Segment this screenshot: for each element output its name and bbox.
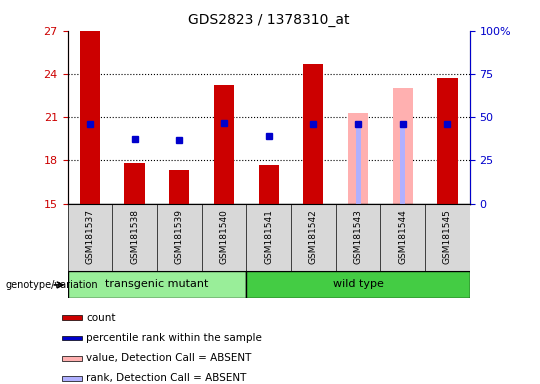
Text: GSM181539: GSM181539	[175, 209, 184, 264]
Text: transgenic mutant: transgenic mutant	[105, 279, 208, 289]
Bar	[169, 170, 190, 204]
Text: percentile rank within the sample: percentile rank within the sample	[86, 333, 262, 343]
Bar	[303, 64, 323, 204]
Text: genotype/variation: genotype/variation	[5, 280, 98, 290]
Bar	[80, 31, 100, 204]
Title: GDS2823 / 1378310_at: GDS2823 / 1378310_at	[188, 13, 349, 27]
Bar	[259, 165, 279, 204]
Bar	[246, 271, 470, 298]
Bar	[355, 124, 361, 204]
Bar	[62, 336, 82, 341]
Text: GSM181537: GSM181537	[85, 209, 94, 264]
Text: rank, Detection Call = ABSENT: rank, Detection Call = ABSENT	[86, 373, 247, 383]
Bar	[393, 88, 413, 204]
Bar	[62, 356, 82, 361]
Bar	[437, 78, 457, 204]
Bar	[62, 376, 82, 381]
Text: GSM181543: GSM181543	[354, 209, 362, 264]
Bar	[62, 316, 82, 320]
Text: count: count	[86, 313, 116, 323]
Text: GSM181545: GSM181545	[443, 209, 452, 264]
Text: GSM181544: GSM181544	[399, 209, 407, 264]
Text: value, Detection Call = ABSENT: value, Detection Call = ABSENT	[86, 353, 252, 363]
Bar	[68, 271, 246, 298]
Bar	[348, 113, 368, 204]
Text: GSM181541: GSM181541	[264, 209, 273, 264]
Text: wild type: wild type	[333, 279, 383, 289]
Bar	[125, 163, 145, 204]
Bar	[400, 124, 405, 204]
Bar	[214, 86, 234, 204]
Text: GSM181538: GSM181538	[130, 209, 139, 264]
Text: GSM181540: GSM181540	[219, 209, 228, 264]
Text: GSM181542: GSM181542	[309, 209, 318, 264]
